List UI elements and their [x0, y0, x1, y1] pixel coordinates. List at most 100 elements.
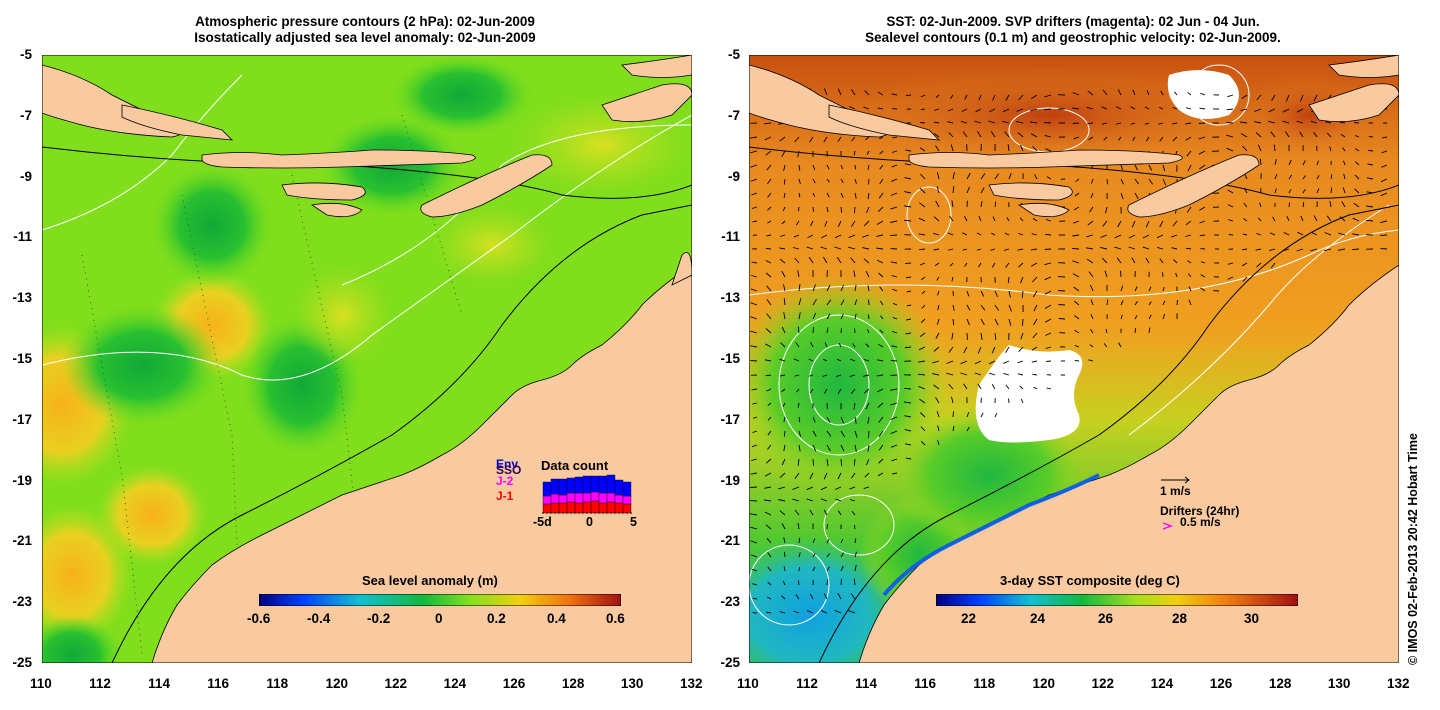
velocity-arrow	[919, 147, 926, 152]
velocity-arrow	[919, 187, 926, 194]
velocity-arrow	[964, 262, 968, 267]
velocity-arrow	[798, 430, 802, 437]
velocity-arrow	[1045, 318, 1052, 323]
velocity-arrow	[1200, 92, 1206, 96]
velocity-arrow	[1034, 174, 1038, 180]
velocity-arrow	[918, 373, 926, 376]
velocity-arrow	[994, 413, 998, 418]
velocity-arrow	[1255, 131, 1262, 138]
velocity-arrow	[826, 444, 831, 452]
velocity-arrow	[783, 312, 786, 320]
velocity-arrow	[1101, 122, 1108, 125]
velocity-arrow	[766, 458, 772, 464]
velocity-arrow	[750, 178, 758, 182]
longitude-tick: 118	[973, 676, 996, 691]
velocity-arrow	[840, 327, 842, 334]
velocity-arrow	[751, 206, 758, 209]
velocity-arrow	[918, 233, 926, 236]
velocity-arrow	[864, 472, 870, 478]
velocity-arrow	[918, 360, 926, 363]
velocity-arrow	[1313, 94, 1318, 102]
data-count-bar	[614, 479, 624, 496]
velocity-arrow	[1339, 216, 1346, 222]
velocity-arrow	[878, 344, 884, 348]
velocity-arrow	[781, 595, 786, 600]
velocity-arrow	[1102, 220, 1108, 227]
latitude-tick: -7	[727, 107, 740, 123]
velocity-arrow	[1020, 398, 1024, 404]
velocity-arrow	[834, 246, 842, 250]
velocity-arrow	[920, 318, 926, 324]
velocity-arrow	[1171, 234, 1178, 238]
velocity-arrow	[1032, 290, 1038, 298]
velocity-arrow	[820, 486, 828, 491]
velocity-arrow	[1086, 247, 1094, 250]
velocity-arrow	[767, 566, 772, 572]
velocity-arrow	[976, 248, 982, 251]
velocity-arrow	[904, 415, 912, 418]
data-count-bar	[582, 475, 592, 494]
velocity-arrow	[1033, 304, 1038, 312]
velocity-arrow	[1352, 217, 1360, 222]
latitude-tick: -15	[720, 351, 740, 366]
velocity-arrow	[764, 359, 772, 362]
velocity-arrow	[1380, 192, 1388, 197]
sla-tick: -0.4	[307, 611, 331, 626]
velocity-arrow	[820, 609, 828, 614]
velocity-arrow	[877, 107, 884, 110]
velocity-arrow	[1242, 233, 1248, 236]
velocity-arrow	[1074, 329, 1080, 334]
velocity-arrow	[1016, 108, 1024, 112]
velocity-arrow	[1145, 220, 1150, 228]
velocity-arrow	[1087, 122, 1094, 125]
right-map-title-line1: SST: 02-Jun-2009. SVP drifters (magenta)…	[886, 14, 1260, 29]
velocity-arrow	[809, 136, 814, 143]
velocity-arrow	[1352, 248, 1360, 251]
velocity-arrow	[1117, 220, 1122, 228]
velocity-arrow	[1242, 276, 1248, 282]
velocity-arrow	[879, 178, 884, 185]
velocity-arrow	[797, 523, 800, 530]
velocity-arrow	[1227, 262, 1234, 265]
velocity-arrow	[840, 552, 844, 558]
velocity-arrow	[840, 430, 845, 438]
velocity-arrow	[1271, 94, 1276, 102]
velocity-arrow	[1086, 234, 1094, 238]
velocity-arrow	[1073, 136, 1080, 140]
velocity-arrow	[783, 537, 786, 544]
velocity-arrow	[1355, 148, 1360, 152]
velocity-arrow	[890, 402, 898, 406]
velocity-arrow	[826, 206, 829, 213]
velocity-arrow	[933, 216, 940, 222]
velocity-arrow	[809, 593, 814, 600]
velocity-arrow	[1326, 215, 1332, 222]
velocity-arrow	[1008, 318, 1012, 326]
velocity-arrow	[850, 388, 856, 394]
velocity-arrow	[994, 304, 1000, 311]
velocity-arrow	[1296, 248, 1304, 252]
velocity-arrow	[1031, 360, 1038, 363]
velocity-arrow	[1380, 178, 1388, 183]
velocity-arrow	[904, 205, 912, 208]
velocity-arrow	[1003, 248, 1010, 251]
velocity-arrow	[867, 285, 870, 292]
velocity-arrow	[783, 566, 786, 572]
velocity-arrow	[783, 430, 786, 437]
velocity-arrow	[767, 430, 772, 436]
velocity-arrow	[809, 472, 814, 480]
velocity-arrow	[1158, 122, 1164, 125]
data-count-bar	[590, 491, 600, 502]
velocity-arrow	[994, 173, 999, 180]
velocity-arrow	[1072, 234, 1080, 237]
velocity-arrow	[1017, 248, 1024, 251]
velocity-arrow	[1045, 219, 1052, 222]
data-count-bar	[574, 502, 584, 514]
velocity-arrow	[764, 122, 772, 125]
velocity-arrow	[936, 276, 940, 281]
velocity-arrow	[1004, 131, 1010, 138]
velocity-arrow	[1044, 94, 1052, 98]
velocity-arrow	[1046, 387, 1052, 390]
velocity-arrow	[919, 332, 926, 337]
velocity-arrow	[751, 444, 758, 448]
velocity-arrow	[865, 458, 870, 466]
